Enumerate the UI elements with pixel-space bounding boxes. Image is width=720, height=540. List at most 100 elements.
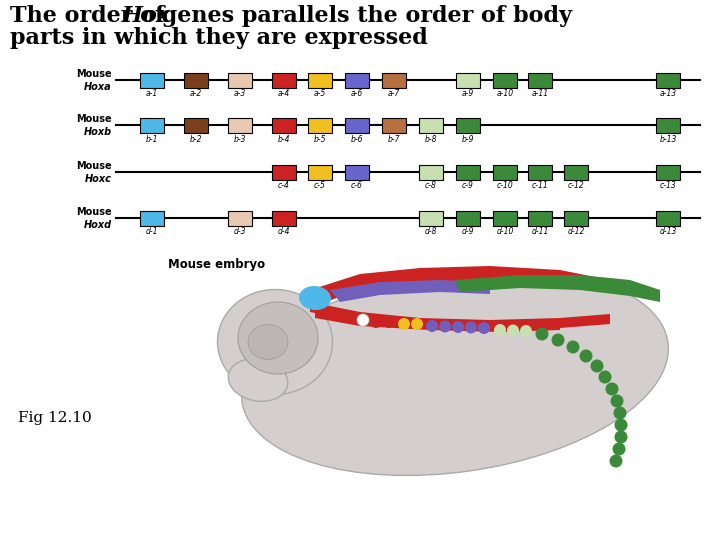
FancyBboxPatch shape xyxy=(656,72,680,87)
Circle shape xyxy=(606,382,618,395)
FancyBboxPatch shape xyxy=(345,165,369,179)
FancyBboxPatch shape xyxy=(493,165,517,179)
Circle shape xyxy=(552,334,564,347)
Circle shape xyxy=(494,324,506,336)
Circle shape xyxy=(598,370,611,383)
Text: c-8: c-8 xyxy=(425,181,437,191)
Text: Mouse embryo: Mouse embryo xyxy=(168,258,265,271)
FancyBboxPatch shape xyxy=(456,72,480,87)
Ellipse shape xyxy=(228,359,288,401)
Circle shape xyxy=(567,341,580,354)
Polygon shape xyxy=(310,302,610,330)
Text: a-5: a-5 xyxy=(314,90,326,98)
Text: Hoxa: Hoxa xyxy=(84,82,112,92)
Ellipse shape xyxy=(217,289,333,395)
Text: d-10: d-10 xyxy=(496,227,513,237)
Text: b-4: b-4 xyxy=(278,134,290,144)
FancyBboxPatch shape xyxy=(272,211,296,226)
Text: d-12: d-12 xyxy=(567,227,585,237)
Circle shape xyxy=(613,407,626,420)
FancyBboxPatch shape xyxy=(456,165,480,179)
Text: a-1: a-1 xyxy=(146,90,158,98)
Text: Hox: Hox xyxy=(122,5,171,27)
FancyBboxPatch shape xyxy=(419,118,443,132)
Circle shape xyxy=(613,442,626,456)
FancyBboxPatch shape xyxy=(140,211,164,226)
Polygon shape xyxy=(315,268,610,302)
Circle shape xyxy=(383,316,395,328)
FancyBboxPatch shape xyxy=(272,165,296,179)
FancyBboxPatch shape xyxy=(308,165,332,179)
Circle shape xyxy=(610,455,623,468)
Text: c-10: c-10 xyxy=(497,181,513,191)
FancyBboxPatch shape xyxy=(528,72,552,87)
Text: c-4: c-4 xyxy=(278,181,290,191)
FancyBboxPatch shape xyxy=(656,118,680,132)
FancyBboxPatch shape xyxy=(228,211,252,226)
Circle shape xyxy=(398,318,410,330)
Text: d-11: d-11 xyxy=(531,227,549,237)
Text: b-1: b-1 xyxy=(145,134,158,144)
Text: a-6: a-6 xyxy=(351,90,363,98)
Text: c-5: c-5 xyxy=(314,181,326,191)
Circle shape xyxy=(590,360,603,373)
Ellipse shape xyxy=(242,268,668,475)
Text: b-8: b-8 xyxy=(425,134,437,144)
Polygon shape xyxy=(310,266,610,302)
Text: b-5: b-5 xyxy=(314,134,326,144)
Polygon shape xyxy=(315,310,560,332)
Text: a-9: a-9 xyxy=(462,90,474,98)
Text: b-9: b-9 xyxy=(462,134,474,144)
Circle shape xyxy=(370,316,382,328)
Text: Hoxb: Hoxb xyxy=(84,127,112,137)
FancyBboxPatch shape xyxy=(345,118,369,132)
Text: c-11: c-11 xyxy=(531,181,549,191)
Circle shape xyxy=(611,395,624,408)
FancyBboxPatch shape xyxy=(184,72,208,87)
FancyBboxPatch shape xyxy=(308,72,332,87)
FancyBboxPatch shape xyxy=(345,72,369,87)
Text: Mouse: Mouse xyxy=(76,207,112,217)
FancyBboxPatch shape xyxy=(272,118,296,132)
Circle shape xyxy=(614,418,628,431)
FancyBboxPatch shape xyxy=(382,72,406,87)
Text: a-4: a-4 xyxy=(278,90,290,98)
Text: d-1: d-1 xyxy=(145,227,158,237)
Circle shape xyxy=(507,325,519,336)
FancyBboxPatch shape xyxy=(272,72,296,87)
Circle shape xyxy=(465,321,477,334)
Circle shape xyxy=(452,321,464,333)
Text: c-13: c-13 xyxy=(660,181,676,191)
Ellipse shape xyxy=(238,302,318,374)
Text: The order of: The order of xyxy=(10,5,172,27)
FancyBboxPatch shape xyxy=(228,118,252,132)
FancyBboxPatch shape xyxy=(456,211,480,226)
Text: Fig 12.10: Fig 12.10 xyxy=(18,411,91,425)
Text: b-7: b-7 xyxy=(388,134,400,144)
Circle shape xyxy=(411,318,423,330)
Circle shape xyxy=(580,349,593,362)
Circle shape xyxy=(520,325,532,337)
Text: b-13: b-13 xyxy=(660,134,677,144)
Text: c-12: c-12 xyxy=(567,181,585,191)
Circle shape xyxy=(478,322,490,334)
FancyBboxPatch shape xyxy=(382,118,406,132)
FancyBboxPatch shape xyxy=(528,211,552,226)
Text: a-10: a-10 xyxy=(496,90,513,98)
Text: d-3: d-3 xyxy=(234,227,246,237)
FancyBboxPatch shape xyxy=(184,118,208,132)
Text: c-9: c-9 xyxy=(462,181,474,191)
Text: b-3: b-3 xyxy=(234,134,246,144)
Circle shape xyxy=(536,327,549,341)
Ellipse shape xyxy=(248,325,288,360)
Text: a-2: a-2 xyxy=(190,90,202,98)
FancyBboxPatch shape xyxy=(656,165,680,179)
Circle shape xyxy=(614,430,628,443)
Polygon shape xyxy=(330,280,490,302)
Text: d-13: d-13 xyxy=(660,227,677,237)
Text: Mouse: Mouse xyxy=(76,161,112,171)
FancyBboxPatch shape xyxy=(493,72,517,87)
FancyBboxPatch shape xyxy=(656,211,680,226)
Text: Mouse: Mouse xyxy=(76,114,112,124)
Text: parts in which they are expressed: parts in which they are expressed xyxy=(10,27,428,49)
